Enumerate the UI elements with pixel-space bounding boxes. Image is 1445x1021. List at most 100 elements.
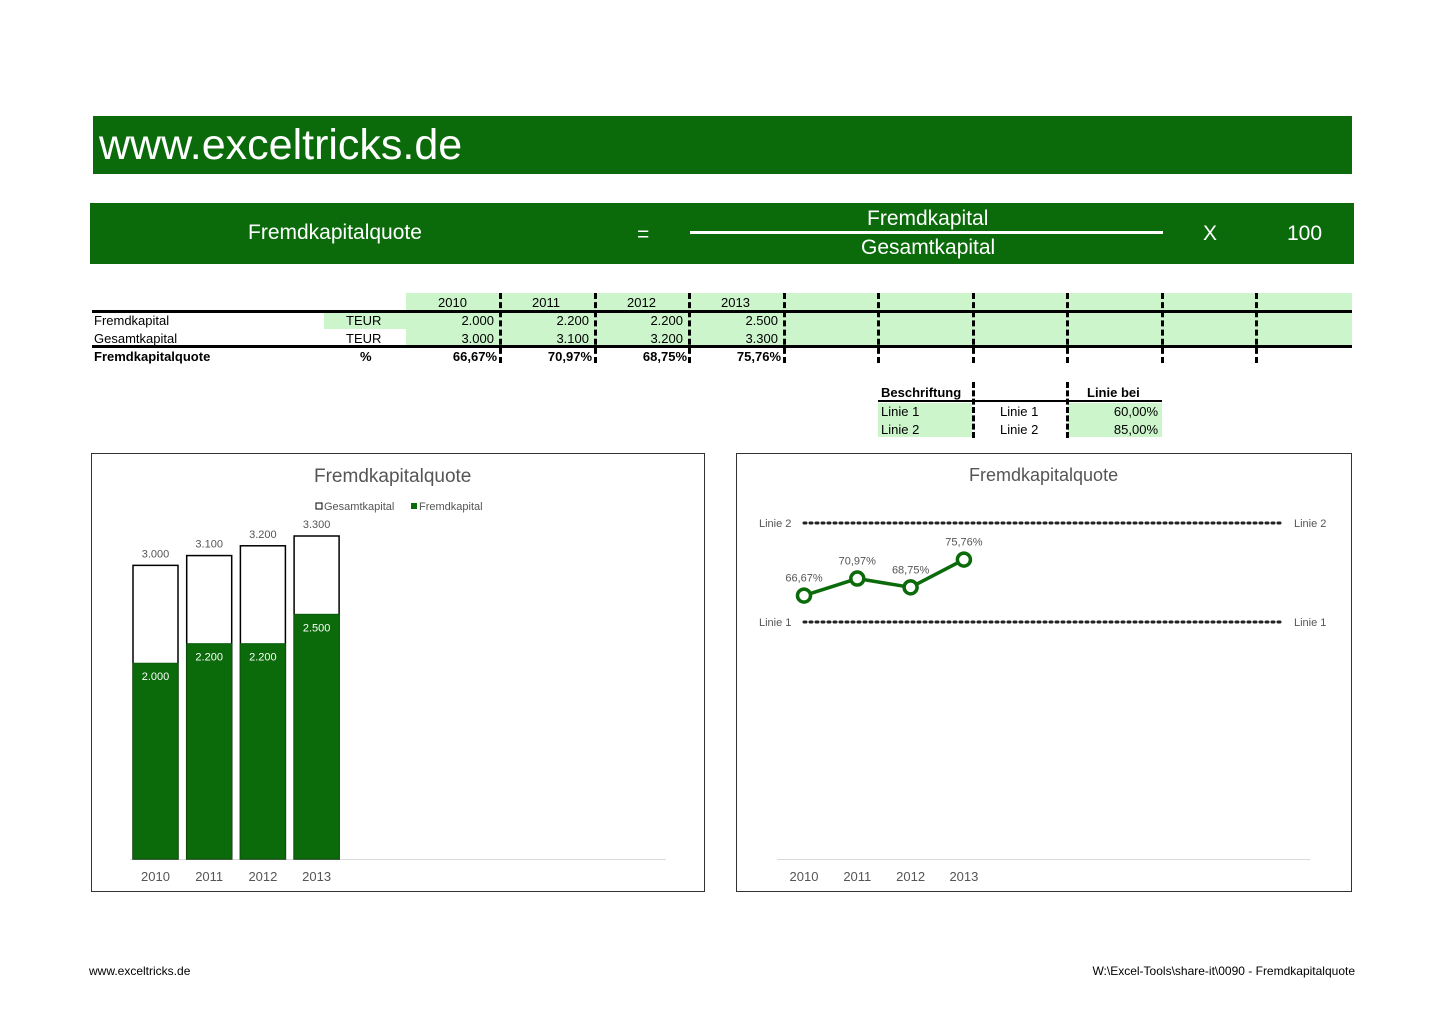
data-label: 75,76% <box>945 537 983 549</box>
cell-value: 3.000 <box>461 331 494 346</box>
row-unit: % <box>360 349 372 364</box>
x-tick-label: 2010 <box>790 869 819 884</box>
data-point <box>849 570 866 587</box>
footer-left: www.exceltricks.de <box>89 964 191 978</box>
site-title: www.exceltricks.de <box>99 121 463 169</box>
lines-header-rule <box>878 400 1162 402</box>
table-mid-rule <box>92 345 1352 348</box>
row-label: Gesamtkapital <box>94 331 178 346</box>
cell-value: 70,97% <box>547 349 592 364</box>
column-separator <box>1161 293 1164 363</box>
x-tick-label: 2012 <box>896 869 925 884</box>
lines-value-bg <box>1068 403 1162 437</box>
x-tick-label: 2011 <box>195 869 223 884</box>
cell-value: 2.000 <box>461 313 494 328</box>
column-separator <box>877 293 880 363</box>
formula-bar: Fremdkapitalquote = Fremdkapital Gesamtk… <box>90 203 1354 264</box>
year-header: 2010 <box>438 295 467 310</box>
reference-line-label-right: Linie 2 <box>1294 518 1326 530</box>
formula-denominator: Gesamtkapital <box>861 236 996 259</box>
column-separator <box>783 293 786 363</box>
column-separator <box>1255 293 1258 363</box>
fraction-line <box>690 231 1163 234</box>
lines-label-bg <box>878 403 972 437</box>
lines-header-value: Linie bei <box>1087 385 1140 400</box>
row-label: Fremdkapital <box>94 313 170 328</box>
data-point <box>902 579 919 596</box>
reference-line-label-right: Linie 1 <box>1294 617 1326 629</box>
row-label: Fremdkapitalquote <box>94 349 211 364</box>
column-separator <box>688 293 691 363</box>
formula-left: Fremdkapitalquote <box>248 221 422 244</box>
year-header: 2012 <box>627 295 656 310</box>
line-chart-svg: Linie 2 Linie 2 Linie 1 Linie 1 66,67% 2010 70… <box>759 518 1326 884</box>
lines-separator <box>1066 382 1069 438</box>
row-unit: TEUR <box>346 331 382 346</box>
x-tick-label: 2013 <box>949 869 978 884</box>
legend-label: Gesamtkapital <box>324 501 394 513</box>
line-name: Linie 2 <box>1000 422 1039 437</box>
row-unit: TEUR <box>346 313 382 328</box>
column-separator <box>594 293 597 363</box>
bar-total-label: 3.200 <box>249 529 277 541</box>
data-point <box>795 587 813 604</box>
bar-chart-panel: Fremdkapitalquote Gesamtkapital Fremdkapi… <box>91 453 705 892</box>
line-chart-title: Fremdkapitalquote <box>969 465 1119 485</box>
x-tick-label: 2010 <box>141 869 170 884</box>
reference-line-label-left: Linie 1 <box>759 617 791 629</box>
cell-value: 3.300 <box>745 331 778 346</box>
cell-value: 2.500 <box>745 313 778 328</box>
legend-swatch-total <box>315 502 323 510</box>
cell-value: 3.200 <box>650 331 683 346</box>
series-line <box>803 558 965 598</box>
table-top-rule <box>92 310 1352 313</box>
lines-header-label: Beschriftung <box>881 385 962 400</box>
x-tick-label: 2012 <box>248 869 277 884</box>
legend-label: Fremdkapital <box>419 501 483 513</box>
formula-factor: 100 <box>1287 222 1323 245</box>
column-separator <box>499 293 502 363</box>
cell-value: 75,76% <box>736 349 781 364</box>
footer-right: W:\Excel-Tools\share-it\0090 - Fremdkapi… <box>1092 964 1355 978</box>
data-point <box>955 551 973 568</box>
year-header: 2011 <box>532 295 560 310</box>
bar-part <box>132 662 179 860</box>
formula-equals: = <box>637 223 650 246</box>
bar-part-label: 2.000 <box>142 671 170 683</box>
formula-times: X <box>1203 222 1218 245</box>
legend-swatch-part <box>411 503 417 509</box>
bar-part <box>186 643 233 860</box>
unit-bg <box>324 313 406 329</box>
line-label: Linie 2 <box>881 422 920 437</box>
line-value: 85,00% <box>1113 422 1158 437</box>
bar-part <box>293 613 340 860</box>
formula-numerator: Fremdkapital <box>867 207 989 230</box>
x-tick-label: 2011 <box>843 869 871 884</box>
line-value: 60,00% <box>1113 404 1158 419</box>
bar-total-label: 3.000 <box>142 548 170 560</box>
cell-value: 3.100 <box>556 331 589 346</box>
data-label: 66,67% <box>785 573 823 585</box>
column-separator <box>1066 293 1069 363</box>
bar-chart-svg: Gesamtkapital Fremdkapital 3.000 2.000 2010 3… <box>130 501 666 884</box>
bar-part-label: 2.500 <box>303 622 331 634</box>
data-label: 68,75% <box>892 564 930 576</box>
line-name: Linie 1 <box>1000 404 1039 419</box>
cell-value: 66,67% <box>452 349 497 364</box>
cell-value: 2.200 <box>650 313 683 328</box>
bar-part-label: 2.200 <box>195 652 223 664</box>
data-label: 70,97% <box>839 556 877 568</box>
bar-part-label: 2.200 <box>249 652 277 664</box>
line-label: Linie 1 <box>881 404 920 419</box>
year-header: 2013 <box>721 295 750 310</box>
site-banner: www.exceltricks.de <box>93 116 1352 174</box>
lines-separator <box>972 382 975 438</box>
bar-part <box>239 643 286 860</box>
bar-total-label: 3.100 <box>195 539 223 551</box>
cell-value: 2.200 <box>556 313 589 328</box>
x-tick-label: 2013 <box>302 869 331 884</box>
column-separator <box>972 293 975 363</box>
reference-line-label-left: Linie 2 <box>759 518 791 530</box>
bar-total-label: 3.300 <box>303 519 331 531</box>
